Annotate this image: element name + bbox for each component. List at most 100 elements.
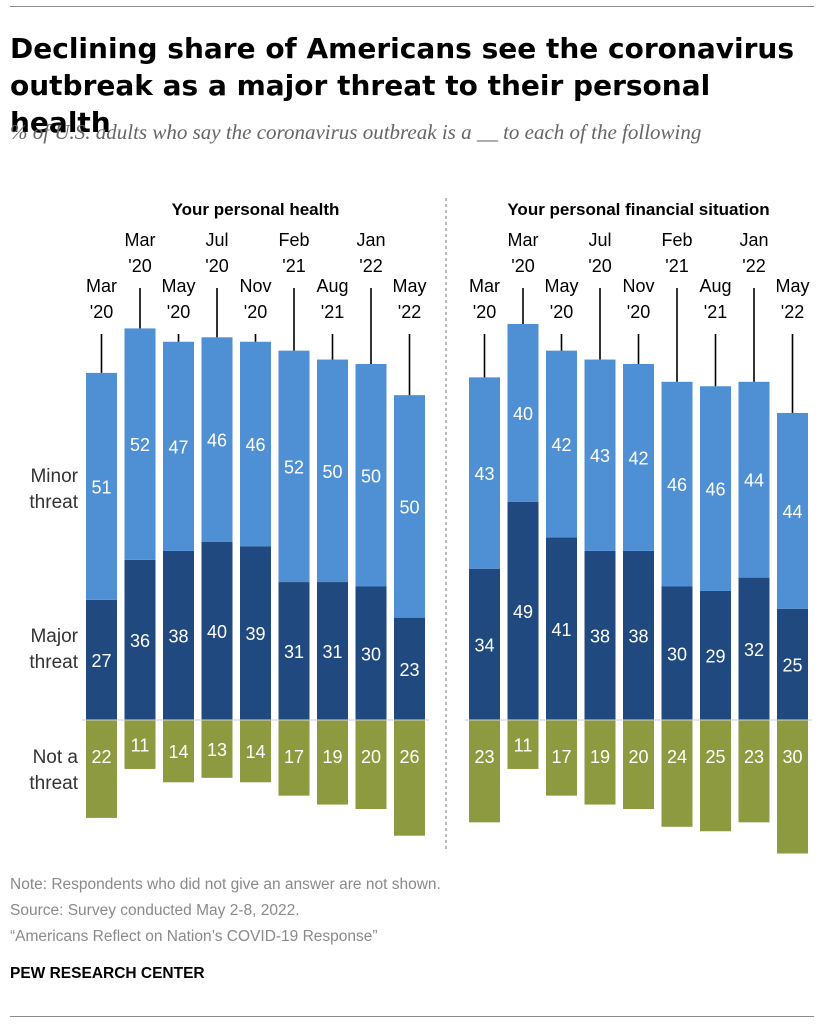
date-label: '20	[128, 256, 151, 276]
date-label: Nov	[239, 276, 271, 296]
value-label-minor: 43	[590, 446, 610, 466]
bar-minor-threat	[124, 328, 156, 560]
value-label-minor: 46	[245, 435, 265, 455]
date-label: '22	[781, 302, 804, 322]
panel-title: Your personal health	[172, 200, 340, 219]
date-label: '22	[359, 256, 382, 276]
bar-not-a-threat	[546, 720, 577, 796]
value-label-not: 17	[551, 747, 571, 767]
row-label-minor: Minor	[30, 466, 78, 487]
value-label-minor: 50	[361, 466, 381, 486]
value-label-not: 14	[168, 742, 188, 762]
bar-not-a-threat	[163, 720, 194, 783]
value-label-major: 29	[705, 646, 725, 666]
value-label-major: 41	[551, 620, 571, 640]
value-label-not: 11	[514, 735, 533, 755]
value-label-major: 25	[782, 655, 802, 675]
date-label: May	[392, 276, 426, 296]
bar-major-threat	[584, 550, 616, 720]
value-label-not: 22	[91, 747, 111, 767]
bar-major-threat	[278, 582, 310, 720]
bar-not-a-threat	[507, 720, 539, 769]
value-label-minor: 43	[474, 464, 494, 484]
value-label-major: 31	[284, 642, 304, 662]
value-label-major: 36	[130, 631, 150, 651]
date-label: '20	[627, 302, 650, 322]
bar-minor-threat	[240, 341, 271, 547]
date-label: '21	[321, 302, 344, 322]
bar-minor-threat	[507, 323, 539, 502]
note-text: Note: Respondents who did not give an an…	[10, 876, 441, 893]
bar-minor-threat	[394, 395, 425, 618]
value-label-not: 20	[628, 747, 648, 767]
date-label: Feb	[661, 230, 692, 250]
value-label-minor: 47	[168, 437, 188, 457]
bottom-rule	[10, 1016, 814, 1017]
value-label-not: 17	[284, 747, 304, 767]
bar-minor-threat	[469, 377, 500, 569]
bar-not-a-threat	[394, 720, 425, 836]
date-label: '21	[282, 256, 305, 276]
bar-minor-threat	[86, 372, 117, 600]
bar-major-threat	[700, 590, 731, 720]
bar-minor-threat	[584, 359, 616, 551]
date-label: '20	[205, 256, 228, 276]
value-label-minor: 51	[91, 477, 111, 497]
value-label-minor: 50	[399, 497, 419, 517]
value-label-minor: 40	[513, 404, 533, 424]
date-label: May	[775, 276, 809, 296]
value-label-major: 38	[628, 626, 648, 646]
bar-major-threat	[317, 582, 348, 720]
date-label: '20	[473, 302, 496, 322]
panel-title: Your personal financial situation	[507, 200, 769, 219]
value-label-major: 49	[513, 602, 533, 622]
date-label: Jul	[588, 230, 611, 250]
value-label-not: 26	[399, 747, 419, 767]
value-label-major: 31	[322, 642, 342, 662]
date-label: '20	[244, 302, 267, 322]
bar-minor-threat	[700, 386, 731, 591]
value-label-minor: 44	[782, 502, 802, 522]
bar-minor-threat	[738, 381, 770, 578]
bar-major-threat	[124, 559, 156, 720]
bar-major-threat	[546, 537, 577, 720]
date-label: Jul	[205, 230, 228, 250]
stacked-bar-chart: Minor threat Major threat Not a threat Your pe…	[29, 198, 812, 854]
bar-not-a-threat	[777, 720, 808, 854]
bar-not-a-threat	[738, 720, 770, 823]
row-label-minor: threat	[29, 492, 78, 513]
bar-minor-threat	[777, 412, 808, 609]
date-label: Aug	[316, 276, 348, 296]
report-title: “Americans Reflect on Nation’s COVID-19 …	[10, 928, 378, 945]
date-label: '20	[167, 302, 190, 322]
value-label-not: 23	[744, 747, 764, 767]
bar-not-a-threat	[86, 720, 117, 818]
value-label-major: 23	[399, 660, 419, 680]
row-label-major: Major	[30, 626, 78, 647]
date-label: May	[161, 276, 195, 296]
row-label-not: threat	[29, 773, 78, 794]
bar-not-a-threat	[278, 720, 310, 796]
bar-major-threat	[507, 501, 539, 720]
date-label: '22	[742, 256, 765, 276]
bar-minor-threat	[355, 364, 387, 587]
value-label-minor: 46	[667, 475, 687, 495]
date-label: '20	[511, 256, 534, 276]
bar-not-a-threat	[201, 720, 233, 778]
date-label: Jan	[739, 230, 768, 250]
date-label: Aug	[699, 276, 731, 296]
value-label-not: 24	[667, 747, 687, 767]
value-label-major: 34	[474, 635, 494, 655]
bar-major-threat	[201, 542, 233, 720]
value-label-major: 39	[245, 624, 265, 644]
value-label-major: 32	[744, 640, 764, 660]
bar-not-a-threat	[584, 720, 616, 805]
bar-minor-threat	[201, 337, 233, 542]
row-label-not: Not a	[33, 747, 79, 768]
date-label: Mar	[125, 230, 156, 250]
date-label: '20	[550, 302, 573, 322]
bar-not-a-threat	[355, 720, 387, 809]
top-rule	[10, 6, 814, 7]
bar-major-threat	[355, 586, 387, 720]
bar-minor-threat	[623, 364, 654, 551]
